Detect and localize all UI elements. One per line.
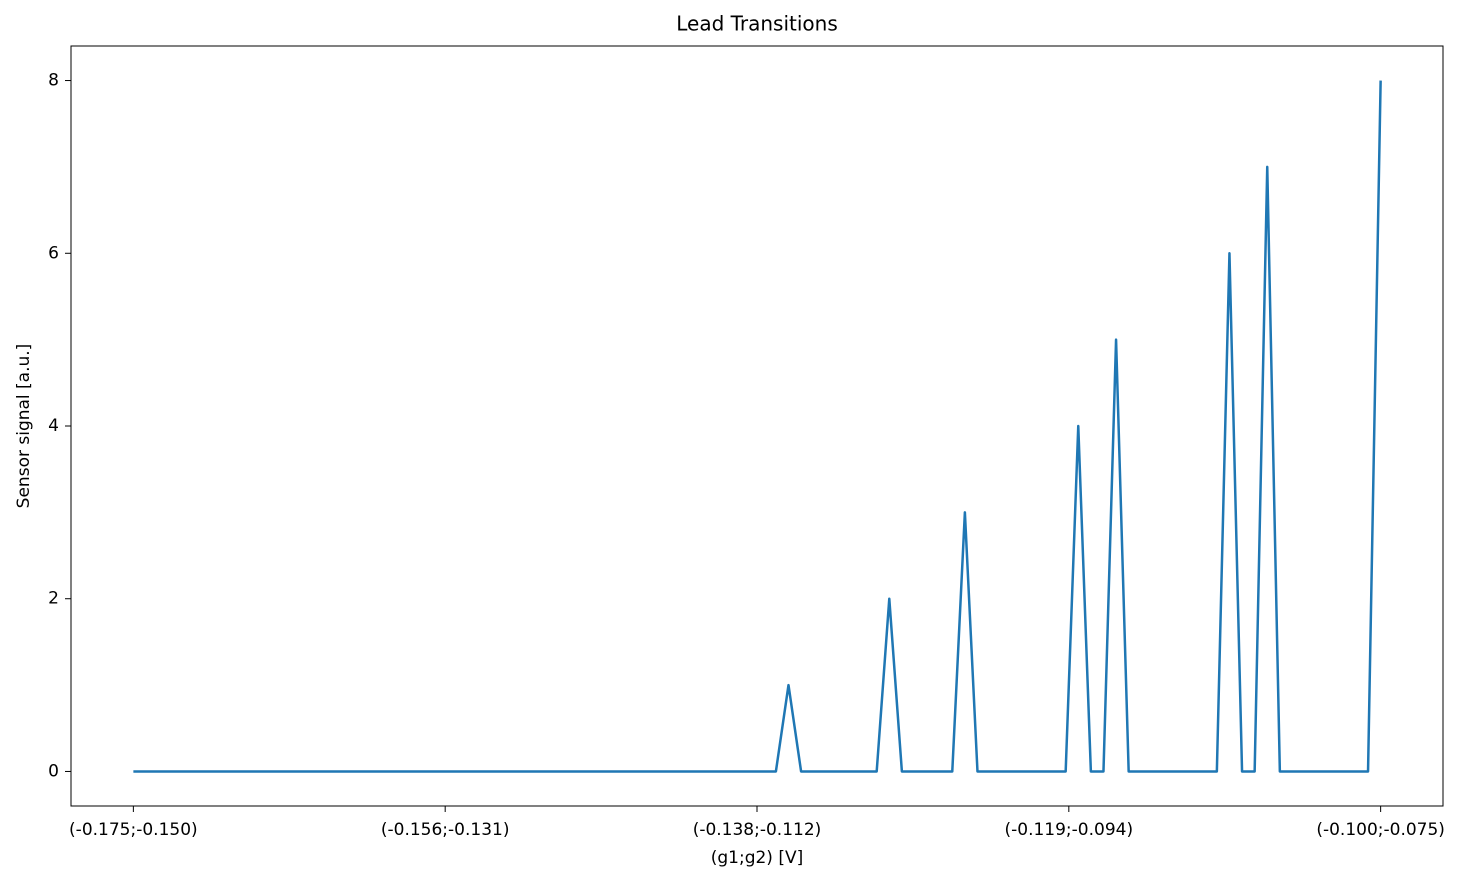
y-tick-label: 6 (48, 243, 59, 263)
y-tick-label: 0 (48, 761, 59, 781)
x-tick-label: (-0.100;-0.075) (1316, 820, 1445, 840)
x-tick-label: (-0.175;-0.150) (69, 820, 198, 840)
x-tick-label: (-0.119;-0.094) (1005, 820, 1134, 840)
y-tick-label: 4 (48, 416, 59, 436)
y-tick-label: 2 (48, 589, 59, 609)
plot-frame (70, 45, 1444, 807)
x-axis-label: (g1;g2) [V] (711, 848, 804, 868)
chart-title: Lead Transitions (676, 12, 838, 36)
x-tick-label: (-0.156;-0.131) (381, 820, 510, 840)
data-line (133, 80, 1382, 773)
y-tick-label: 8 (48, 71, 59, 91)
x-tick-label: (-0.138;-0.112) (693, 820, 822, 840)
y-axis-label: Sensor signal [a.u.] (14, 344, 34, 509)
